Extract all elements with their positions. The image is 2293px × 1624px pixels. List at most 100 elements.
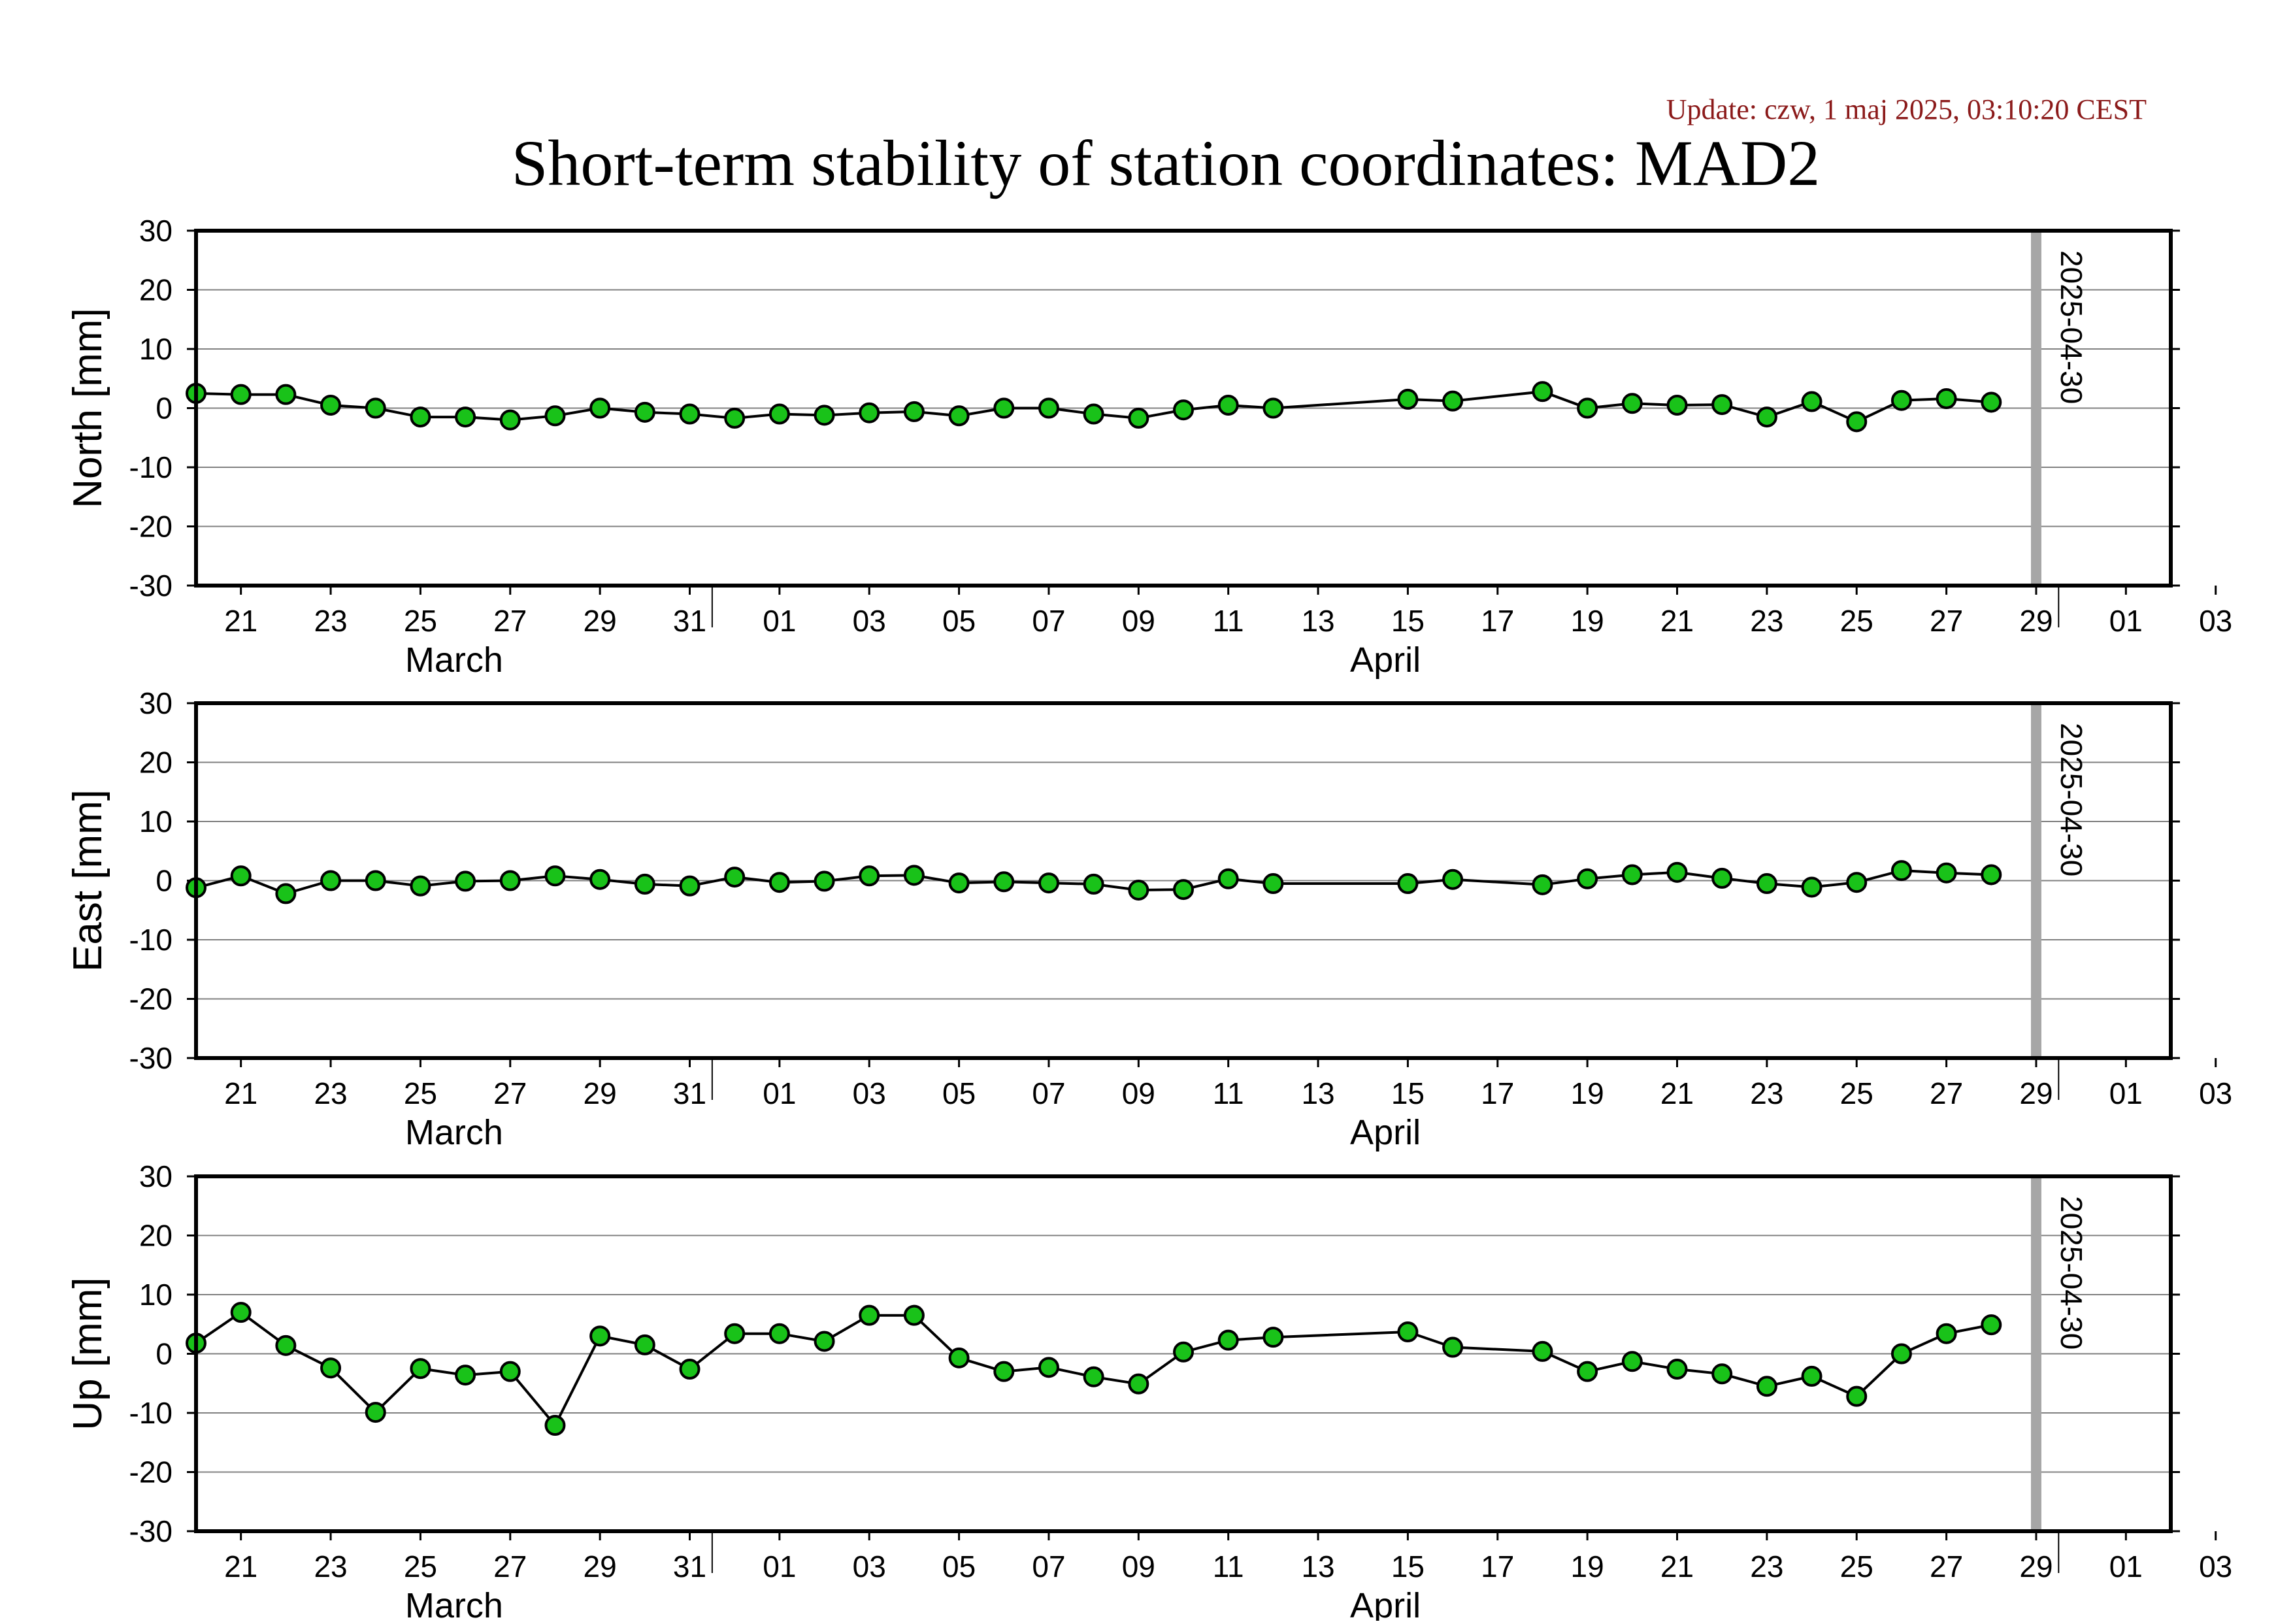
data-point [948, 1347, 970, 1368]
data-point [410, 406, 431, 428]
chart-panel-1: 30 20 10 0 -10 -20 -30 North [mm] 2025-04-30 21 23… [65, 214, 2232, 680]
x-tick-label: 19 [1571, 604, 1604, 638]
data-point [814, 870, 835, 892]
x-tick-label: 21 [224, 1076, 257, 1110]
data-point [1801, 391, 1823, 412]
y-axis-label: North [mm] [65, 308, 110, 508]
x-tick-label: 01 [763, 1549, 796, 1583]
plot-frame [194, 229, 2173, 588]
x-month-label: March [405, 1586, 503, 1621]
data-point [499, 1361, 521, 1382]
data-point [1128, 879, 1149, 901]
x-tick-label: 05 [942, 604, 976, 638]
data-point [1666, 861, 1688, 883]
plot-frame [194, 701, 2173, 1060]
data-point [993, 871, 1015, 893]
data-point [1083, 403, 1104, 425]
y-tick-label: 0 [156, 864, 173, 898]
data-point [1262, 1327, 1284, 1348]
x-tick-label: 23 [314, 1549, 347, 1583]
data-point [1981, 864, 2002, 886]
x-month-label: April [1350, 1586, 1421, 1621]
plot-frame [194, 1174, 2173, 1533]
x-month-label: April [1350, 1113, 1421, 1152]
x-month-label: March [405, 1113, 503, 1152]
data-point [1217, 1329, 1239, 1351]
data-point [768, 403, 790, 425]
x-tick-label: 03 [2199, 1549, 2232, 1583]
data-point [768, 872, 790, 893]
data-point [455, 406, 476, 428]
data-point [320, 1357, 342, 1379]
y-tick-label: 0 [156, 1337, 173, 1371]
data-point [589, 869, 611, 890]
x-tick-label: 21 [1660, 604, 1694, 638]
data-point [1846, 872, 1868, 893]
data-point [1397, 1321, 1419, 1343]
data-point [1083, 1366, 1104, 1387]
data-point [993, 1361, 1015, 1382]
chart-panel-2: 30 20 10 0 -10 -20 -30 East [mm] 2025-04-30 21 23 2… [65, 686, 2232, 1152]
data-point [1936, 862, 1957, 884]
data-point [814, 1331, 835, 1352]
data-point [1756, 406, 1777, 428]
data-point [230, 1302, 252, 1323]
x-tick-label: 21 [1660, 1549, 1694, 1583]
data-point [724, 1323, 746, 1344]
x-tick-label: 25 [1840, 1549, 1873, 1583]
data-point [814, 405, 835, 426]
x-tick-label: 25 [1840, 1076, 1873, 1110]
data-point [410, 1358, 431, 1380]
y-tick-label: -10 [129, 450, 173, 484]
data-point [634, 1334, 655, 1355]
data-point [1128, 1373, 1149, 1395]
data-point [1577, 1361, 1598, 1382]
x-tick-label: 27 [1930, 1076, 1963, 1110]
data-point [1801, 1365, 1823, 1387]
y-tick-label: -30 [129, 569, 173, 603]
data-point [724, 407, 746, 429]
update-timestamp: Update: czw, 1 maj 2025, 03:10:20 CEST [1666, 93, 2147, 125]
x-tick-label: 23 [1750, 604, 1783, 638]
data-point [634, 873, 655, 895]
x-tick-label: 05 [942, 1076, 976, 1110]
data-point [275, 883, 297, 904]
x-tick-label: 21 [1660, 1076, 1694, 1110]
data-point [1846, 1385, 1868, 1407]
x-tick-label: 25 [1840, 604, 1873, 638]
x-tick-label: 09 [1122, 604, 1155, 638]
x-tick-label: 27 [493, 1549, 527, 1583]
data-point [1173, 1341, 1194, 1363]
x-tick-label: 01 [763, 1076, 796, 1110]
data-point [1532, 1340, 1553, 1362]
x-tick-label: 07 [1032, 1076, 1065, 1110]
y-axis-label: East [mm] [65, 789, 110, 972]
data-point [679, 403, 701, 425]
data-point [365, 397, 386, 419]
data-point [1397, 388, 1419, 410]
marked-date-label: 2025-04-30 [2054, 1196, 2088, 1350]
y-tick-label: -20 [129, 982, 173, 1016]
y-tick-label: 30 [139, 1159, 173, 1193]
data-point [1801, 876, 1823, 898]
data-point [724, 867, 746, 888]
x-tick-label: 17 [1481, 1549, 1514, 1583]
y-tick-label: -20 [129, 510, 173, 544]
data-point [1890, 389, 1912, 411]
data-point [499, 870, 521, 891]
data-point [1262, 397, 1284, 419]
data-point [410, 875, 431, 897]
x-tick-label: 23 [314, 1076, 347, 1110]
x-tick-label: 01 [2109, 1549, 2143, 1583]
data-point [1890, 1343, 1912, 1365]
data-point [1756, 873, 1777, 895]
data-point [1038, 1357, 1059, 1378]
data-point [1217, 868, 1239, 889]
x-tick-label: 29 [2019, 1549, 2053, 1583]
x-tick-label: 09 [1122, 1076, 1155, 1110]
data-point [230, 865, 252, 887]
data-point [1711, 394, 1733, 416]
x-tick-label: 13 [1301, 1076, 1334, 1110]
x-tick-label: 15 [1391, 604, 1425, 638]
